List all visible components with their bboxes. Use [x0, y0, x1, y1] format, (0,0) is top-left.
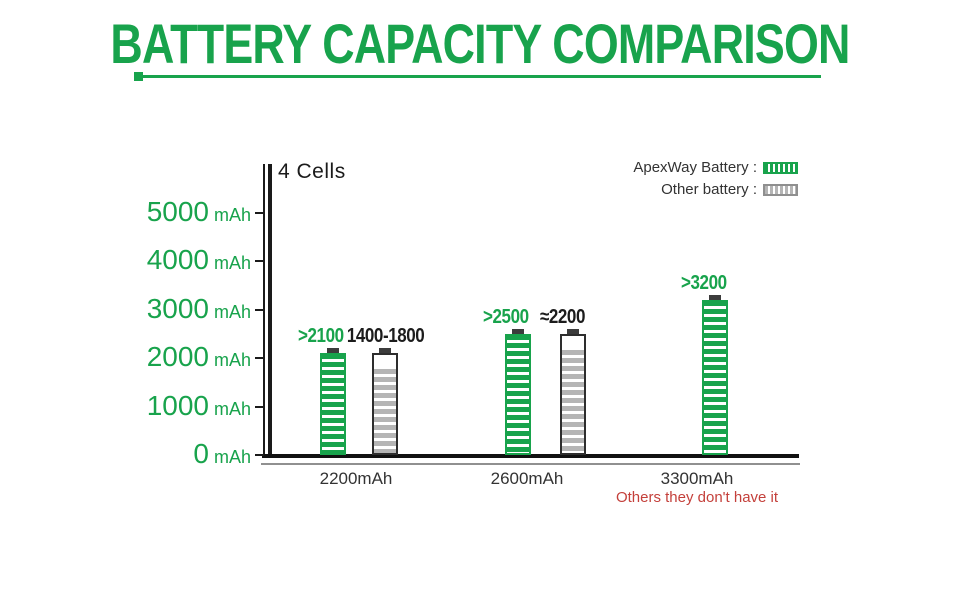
y-axis-value: 4000	[146, 244, 209, 275]
y-axis-label: 0 mAh	[0, 439, 251, 469]
y-axis-line-thin	[263, 164, 265, 455]
battery-bar-other	[372, 353, 398, 455]
bar-value-label: >2500	[436, 305, 576, 329]
y-axis-value: 3000	[146, 293, 209, 324]
legend: ApexWay Battery : Other battery :	[633, 159, 798, 204]
y-axis-label: 4000 mAh	[0, 245, 251, 275]
x-axis-note: Others they don't have it	[615, 489, 779, 506]
battery-fill	[562, 350, 584, 453]
battery-bar-apexway	[320, 353, 346, 455]
y-axis-unit: mAh	[213, 447, 251, 467]
legend-item-other: Other battery :	[633, 181, 798, 198]
other-battery-icon	[763, 183, 798, 196]
x-axis-label: 2200mAh	[319, 469, 393, 488]
y-axis-unit: mAh	[213, 399, 251, 419]
y-axis-value: 5000	[146, 196, 209, 227]
battery-bar-apexway	[702, 300, 728, 455]
battery-terminal	[567, 329, 579, 334]
y-axis-tick	[255, 357, 264, 359]
battery-terminal	[327, 348, 339, 353]
x-axis-baseline	[262, 454, 799, 458]
x-axis-shadow-line	[261, 463, 800, 465]
x-axis-label: 2600mAh	[490, 469, 564, 488]
bar-value-text: ≈2200	[539, 306, 585, 328]
cells-label: 4 Cells	[278, 160, 346, 183]
battery-fill	[507, 335, 529, 453]
title-underline	[136, 75, 821, 78]
battery-fill	[322, 354, 344, 453]
y-axis-value: 1000	[146, 390, 209, 421]
y-axis-label: 2000 mAh	[0, 342, 251, 372]
y-axis-line-thick	[268, 164, 272, 458]
battery-fill	[704, 301, 726, 453]
battery-terminal	[709, 295, 721, 300]
battery-bar-apexway	[505, 334, 531, 455]
y-axis-label: 5000 mAh	[0, 197, 251, 227]
bar-value-text: >2500	[483, 306, 529, 328]
y-axis-unit: mAh	[213, 253, 251, 273]
page-title: BATTERY CAPACITY COMPARISON	[110, 12, 850, 75]
legend-item-apexway: ApexWay Battery :	[633, 159, 798, 176]
battery-terminal	[512, 329, 524, 334]
y-axis-tick	[255, 212, 264, 214]
y-axis-value: 0	[193, 438, 209, 469]
page-title-wrap: BATTERY CAPACITY COMPARISON	[0, 16, 960, 72]
y-axis-label: 1000 mAh	[0, 391, 251, 421]
y-axis-tick	[255, 454, 264, 456]
y-axis-unit: mAh	[213, 205, 251, 225]
bar-value-text: >2100	[298, 325, 344, 347]
legend-label-apexway: ApexWay Battery :	[633, 159, 757, 176]
bar-value-label: >2100	[251, 324, 391, 348]
bar-value-label: >3200	[634, 271, 774, 295]
bar-value-label: 1400-1800	[316, 324, 456, 348]
x-axis-label: 3300mAh	[660, 469, 734, 488]
bar-value-text: 1400-1800	[347, 325, 425, 347]
y-axis-value: 2000	[146, 341, 209, 372]
y-axis-unit: mAh	[213, 302, 251, 322]
battery-bar-other	[560, 334, 586, 455]
legend-label-other: Other battery :	[661, 181, 757, 198]
y-axis-label: 3000 mAh	[0, 294, 251, 324]
apexway-battery-icon	[763, 161, 798, 174]
bar-value-label: ≈2200	[492, 305, 632, 329]
bar-value-text: >3200	[681, 272, 727, 294]
battery-fill	[374, 369, 396, 453]
y-axis-tick	[255, 260, 264, 262]
battery-terminal	[379, 348, 391, 353]
y-axis-tick	[255, 309, 264, 311]
y-axis-tick	[255, 406, 264, 408]
y-axis-unit: mAh	[213, 350, 251, 370]
